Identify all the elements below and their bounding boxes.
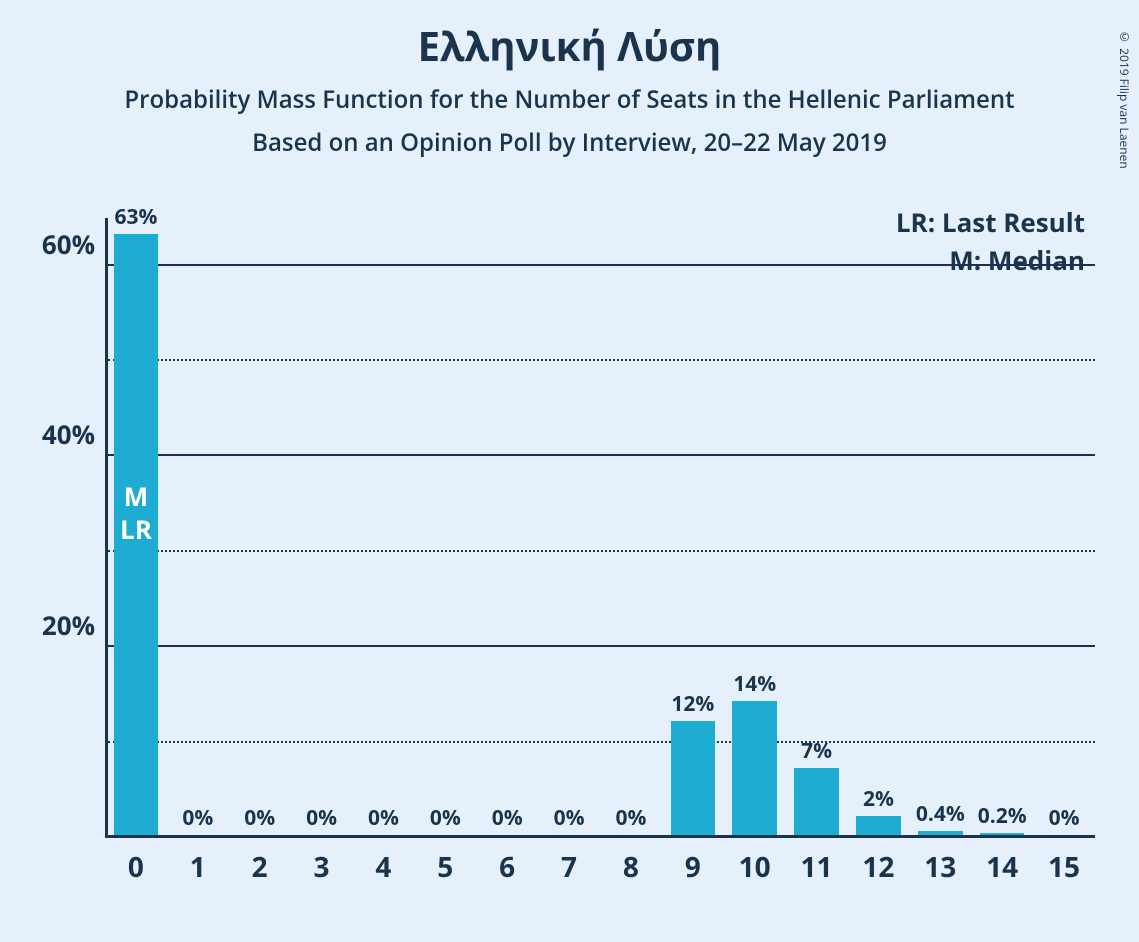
bar	[794, 768, 839, 835]
bar-value-label: 0%	[476, 804, 538, 832]
y-tick-label: 20%	[15, 607, 95, 643]
y-tick-label: 60%	[15, 226, 95, 262]
x-tick-label: 12	[847, 848, 909, 886]
bar-value-label: 0%	[167, 804, 229, 832]
x-tick-label: 4	[352, 848, 414, 886]
bar-value-label: 0%	[291, 804, 353, 832]
median-annotation: M	[114, 478, 159, 514]
x-tick-label: 11	[786, 848, 848, 886]
bar-value-label: 0%	[229, 804, 291, 832]
legend-lr: LR: Last Result	[896, 204, 1085, 240]
gridline-minor	[108, 359, 1095, 361]
bar-value-label: 14%	[724, 670, 786, 698]
bar	[732, 701, 777, 835]
legend-m: M: Median	[949, 242, 1085, 278]
plot-area: 63%0%0%0%0%0%0%0%0%12%14%7%2%0.4%0.2%0%M…	[105, 218, 1095, 838]
bar-value-label: 2%	[847, 785, 909, 813]
bar	[918, 831, 963, 835]
bar	[856, 816, 901, 835]
bar-value-label: 7%	[786, 737, 848, 765]
x-tick-label: 9	[662, 848, 724, 886]
x-tick-label: 1	[167, 848, 229, 886]
bar-value-label: 0%	[600, 804, 662, 832]
gridline-major	[108, 264, 1095, 266]
y-tick-label: 40%	[15, 416, 95, 452]
bar-value-label: 0.4%	[909, 800, 971, 828]
x-tick-label: 13	[909, 848, 971, 886]
copyright-text: © 2019 Filip van Laenen	[1116, 28, 1133, 169]
x-tick-label: 8	[600, 848, 662, 886]
x-tick-label: 7	[538, 848, 600, 886]
bar-value-label: 12%	[662, 690, 724, 718]
chart-subtitle-2: Based on an Opinion Poll by Interview, 2…	[0, 126, 1139, 159]
x-tick-label: 2	[229, 848, 291, 886]
chart-subtitle-1: Probability Mass Function for the Number…	[0, 83, 1139, 116]
y-axis	[105, 218, 108, 838]
x-tick-label: 15	[1033, 848, 1095, 886]
x-tick-label: 3	[291, 848, 353, 886]
x-tick-label: 14	[971, 848, 1033, 886]
x-tick-label: 6	[476, 848, 538, 886]
bar-value-label: 63%	[105, 203, 167, 231]
x-tick-label: 0	[105, 848, 167, 886]
bar-value-label: 0.2%	[971, 802, 1033, 830]
chart-title: Ελληνική Λύση	[0, 18, 1139, 73]
gridline-major	[108, 454, 1095, 456]
gridline-major	[108, 645, 1095, 647]
bar-chart: 63%0%0%0%0%0%0%0%0%12%14%7%2%0.4%0.2%0%M…	[105, 218, 1095, 838]
x-axis	[105, 835, 1095, 838]
bar-value-label: 0%	[538, 804, 600, 832]
bar-value-label: 0%	[414, 804, 476, 832]
last-result-annotation: LR	[114, 511, 159, 547]
bar-value-label: 0%	[352, 804, 414, 832]
bar	[671, 721, 716, 835]
bar	[980, 833, 1025, 835]
gridline-minor	[108, 741, 1095, 743]
bar-value-label: 0%	[1033, 804, 1095, 832]
x-tick-label: 10	[724, 848, 786, 886]
gridline-minor	[108, 550, 1095, 552]
x-tick-label: 5	[414, 848, 476, 886]
